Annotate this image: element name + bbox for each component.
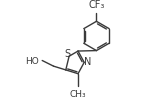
- Text: N: N: [84, 57, 91, 67]
- Text: S: S: [64, 49, 70, 59]
- Text: CF₃: CF₃: [88, 1, 105, 11]
- Text: CH₃: CH₃: [70, 90, 86, 99]
- Text: HO: HO: [25, 57, 38, 66]
